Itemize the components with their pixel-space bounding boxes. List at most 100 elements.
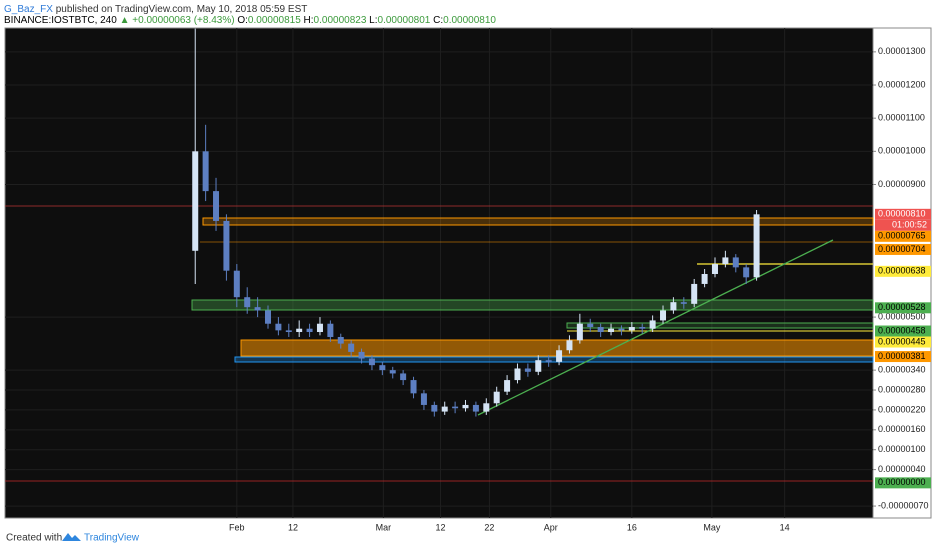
candle-body <box>691 283 698 304</box>
countdown-box <box>875 219 931 231</box>
x-tick-label: 12 <box>436 522 446 532</box>
publisher[interactable]: G_Baz_FX <box>4 4 53 15</box>
symbol: BINANCE:IOSTBTC, 240 <box>4 15 117 26</box>
candle-body <box>514 368 521 381</box>
header-line-2: BINANCE:IOSTBTC, 240 ▲ +0.00000063 (+8.4… <box>4 15 496 26</box>
c-label: C: <box>433 15 443 26</box>
candle-body <box>202 151 209 192</box>
candle-body <box>493 391 500 404</box>
candle-body <box>327 323 334 337</box>
y-tick-label: 0.00000160 <box>878 424 926 434</box>
level-label-box <box>875 265 931 277</box>
countdown: 01:00:52 <box>892 220 927 230</box>
y-tick-label: 0.00000040 <box>878 464 926 474</box>
candle-body <box>566 340 573 351</box>
candle-body <box>556 350 563 362</box>
candle-body <box>431 404 438 412</box>
c-value: 0.00000810 <box>443 15 496 26</box>
header-line-1: G_Baz_FX published on TradingView.com, M… <box>4 4 307 15</box>
support-zone <box>566 322 874 329</box>
x-tick-label: 12 <box>288 522 298 532</box>
candle-body <box>670 302 677 311</box>
candle-body <box>316 323 323 333</box>
candle-body <box>753 214 760 278</box>
candle-body <box>285 330 292 333</box>
level-label: 0.00000381 <box>878 351 926 361</box>
change: ▲ +0.00000063 (+8.43%) <box>120 15 235 26</box>
candle-body <box>628 327 635 331</box>
candle-body <box>410 380 417 394</box>
level-label: 0.00000638 <box>878 266 926 276</box>
level-label-box <box>875 336 931 348</box>
candle-body <box>420 393 427 405</box>
y-tick-label: -0.00000070 <box>878 500 929 510</box>
candle-body <box>680 302 687 304</box>
candle-body <box>504 380 511 392</box>
y-tick-label: 0.00001000 <box>878 146 926 156</box>
x-tick-label: 16 <box>627 522 637 532</box>
candle-body <box>483 403 490 412</box>
level-label-box <box>875 325 931 337</box>
candle-body <box>264 310 271 324</box>
candle-body <box>389 370 396 374</box>
level-label: 0.00000704 <box>878 244 926 254</box>
candles <box>192 28 760 417</box>
l-value: 0.00000801 <box>378 15 431 26</box>
candle-body <box>639 327 646 329</box>
level-label-box <box>875 243 931 255</box>
candle-body <box>587 323 594 328</box>
level-label: 0.00000000 <box>878 477 926 487</box>
y-tick-label: 0.00000100 <box>878 444 926 454</box>
candle-body <box>441 406 448 412</box>
candle-body <box>722 257 729 265</box>
axis-labels: 0.00001300 0.00001200 0.00001100 0.00001000… <box>229 46 931 532</box>
candle-body <box>306 328 313 333</box>
level-label: 0.00000458 <box>878 325 926 335</box>
candle-body <box>545 360 552 362</box>
plot-area <box>4 27 874 519</box>
footer-brand[interactable]: TradingView <box>84 533 140 544</box>
o-value: 0.00000815 <box>248 15 301 26</box>
y-tick-label: 0.00001300 <box>878 46 926 56</box>
level-label-box <box>875 208 931 220</box>
x-tick-label: Mar <box>376 522 392 532</box>
x-tick-label: 22 <box>484 522 494 532</box>
y-tick-label: 0.00000280 <box>878 384 926 394</box>
candle-body <box>472 404 479 412</box>
candle-body <box>660 310 667 321</box>
level-label-box <box>875 351 931 363</box>
footer-created: Created with <box>6 533 62 544</box>
candle-body <box>576 323 583 341</box>
level-label-box <box>875 230 931 242</box>
candle-body <box>368 358 375 366</box>
candle-body <box>701 273 708 284</box>
level-label-box <box>875 477 931 489</box>
candle-body <box>732 257 739 268</box>
candle-body <box>192 151 199 251</box>
candle-body <box>649 320 656 329</box>
candle-body <box>524 368 531 372</box>
l-label: L: <box>369 15 377 26</box>
y-tick-label: 0.00001200 <box>878 79 926 89</box>
h-label: H: <box>304 15 314 26</box>
level-label: 0.00000528 <box>878 302 926 312</box>
candle-body <box>535 360 542 372</box>
level-label: 0.00000445 <box>878 336 926 346</box>
candle-body <box>711 264 718 274</box>
x-tick-label: Apr <box>544 522 558 532</box>
logo <box>62 533 81 541</box>
y-tick-label: 0.00000500 <box>878 311 926 321</box>
candle-body <box>254 307 261 311</box>
candle-body <box>358 351 365 359</box>
support-zone <box>191 299 874 311</box>
y-tick-label: 0.00000220 <box>878 404 926 414</box>
drawings <box>5 205 874 482</box>
candle-body <box>618 328 625 331</box>
candle-body <box>337 336 344 344</box>
x-tick-label: May <box>703 522 721 532</box>
candle-body <box>348 343 355 352</box>
level-label-box <box>875 302 931 314</box>
y-tick-label: 0.00000340 <box>878 365 926 375</box>
o-label: O: <box>237 15 248 26</box>
